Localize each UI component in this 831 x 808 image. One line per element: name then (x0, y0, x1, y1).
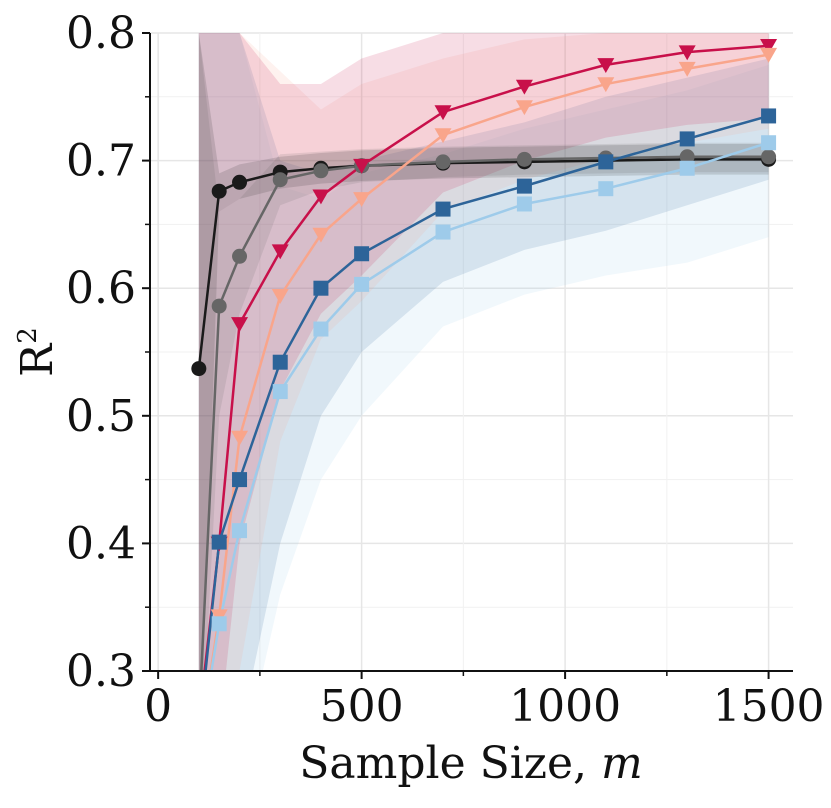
ticks: 0.3 0.4 0.5 0.6 0.7 0.8 0 500 1000 1500 (66, 8, 825, 732)
x-tick-label: 1000 (509, 681, 621, 732)
data-point (434, 128, 452, 144)
series-band (198, 33, 769, 671)
data-point (516, 196, 532, 212)
data-point (353, 192, 371, 207)
y-tick-label: 0.3 (66, 646, 136, 697)
x-axis-label: Sample Size, m (299, 738, 643, 789)
x-tick-label: 0 (144, 681, 172, 732)
data-point (679, 160, 695, 176)
y-tick-label: 0.7 (66, 136, 136, 187)
data-point (761, 135, 777, 151)
data-point (232, 248, 248, 264)
data-point (190, 715, 207, 730)
data-point (515, 79, 533, 95)
data-point (191, 715, 206, 730)
data-point (232, 174, 248, 190)
y-tick-label: 0.6 (66, 263, 136, 314)
data-point (231, 430, 249, 446)
y-tick-label: 0.5 (66, 391, 136, 442)
data-point (760, 38, 778, 54)
series-band (198, 33, 769, 671)
series-markers (190, 38, 778, 756)
data-point (353, 158, 371, 174)
data-point (598, 154, 614, 170)
data-point (191, 361, 207, 377)
x-tick-label: 500 (320, 681, 404, 732)
data-point (760, 47, 778, 63)
data-point (679, 131, 695, 147)
data-point (516, 151, 532, 167)
data-point (191, 740, 206, 755)
data-point (211, 534, 227, 550)
data-point (272, 172, 288, 188)
data-point (313, 321, 329, 337)
grid (150, 32, 793, 672)
data-point (354, 276, 370, 292)
data-point (597, 77, 615, 93)
data-point (191, 727, 206, 742)
data-point (678, 61, 696, 77)
data-point (598, 181, 614, 197)
y-tick-label: 0.8 (66, 8, 136, 59)
data-point (597, 58, 615, 73)
data-point (435, 224, 451, 240)
data-point (271, 244, 289, 260)
data-point (232, 523, 248, 539)
data-point (435, 201, 451, 217)
data-point (313, 280, 329, 296)
data-point (313, 163, 329, 179)
y-tick-label: 0.4 (66, 518, 136, 569)
data-point (761, 149, 777, 165)
data-point (272, 384, 288, 400)
data-point (312, 227, 330, 243)
data-point (515, 100, 533, 116)
series-band (198, 33, 769, 671)
data-point (678, 45, 696, 61)
data-point (679, 149, 695, 165)
series-band (198, 33, 769, 671)
data-point (211, 298, 227, 314)
data-point (272, 354, 288, 370)
data-point (271, 289, 289, 304)
data-point (434, 105, 452, 121)
data-point (761, 108, 777, 124)
x-tick-label: 1500 (713, 681, 825, 732)
data-point (354, 246, 370, 262)
data-point (190, 741, 207, 756)
data-point (516, 178, 532, 194)
data-point (211, 183, 227, 199)
data-point (231, 317, 249, 333)
data-point (435, 154, 451, 170)
y-axis-label: R2 (12, 327, 63, 377)
data-point (211, 616, 227, 632)
data-point (312, 189, 330, 205)
data-point (232, 472, 248, 488)
